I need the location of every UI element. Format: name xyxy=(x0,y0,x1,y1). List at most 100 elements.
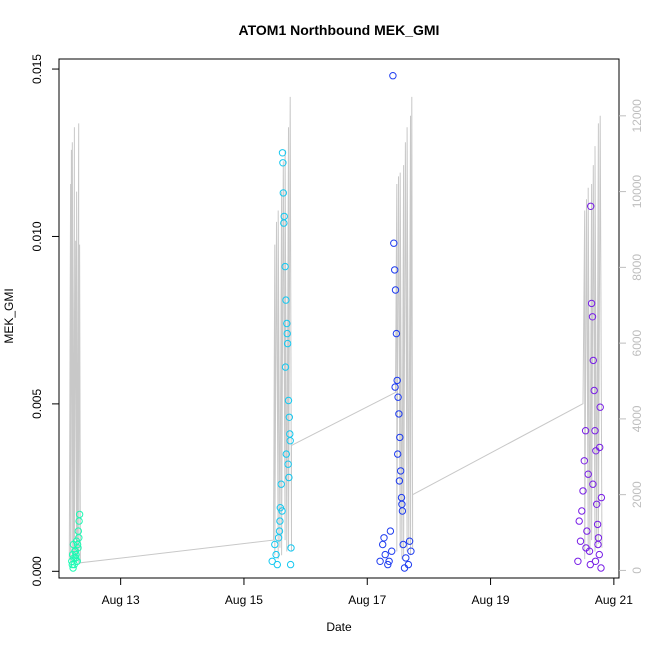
data-point xyxy=(398,500,406,508)
y2-tick-label: 10000 xyxy=(630,175,644,209)
data-point xyxy=(72,550,80,559)
data-point xyxy=(71,547,80,555)
data-point xyxy=(591,557,600,565)
data-point xyxy=(587,299,596,308)
data-point xyxy=(581,427,590,435)
data-point xyxy=(574,557,582,565)
data-point xyxy=(390,239,398,247)
data-point xyxy=(394,450,402,458)
data-point xyxy=(594,540,602,549)
data-point xyxy=(275,527,284,535)
data-point xyxy=(590,386,598,395)
data-point xyxy=(575,517,583,525)
data-point xyxy=(407,547,415,555)
data-point xyxy=(400,564,409,572)
data-point xyxy=(75,510,84,519)
x-tick-label: Aug 19 xyxy=(472,593,510,607)
data-point xyxy=(395,477,404,485)
y2-tick-label: 2000 xyxy=(630,481,644,508)
data-point xyxy=(280,219,288,227)
data-point xyxy=(596,403,604,411)
data-point xyxy=(376,557,384,565)
data-point xyxy=(284,460,292,468)
data-point xyxy=(279,189,287,197)
data-point xyxy=(273,560,281,569)
data-point xyxy=(272,550,280,559)
data-point xyxy=(283,319,291,328)
data-point xyxy=(271,540,279,549)
y-axis-label: MEK_GMI xyxy=(2,288,16,343)
data-point xyxy=(394,393,402,401)
y2-tick-label: 4000 xyxy=(630,405,644,432)
data-point xyxy=(283,329,291,338)
series-0 xyxy=(68,510,84,572)
plot-frame xyxy=(58,58,620,579)
secondary-series-line xyxy=(68,96,603,564)
data-point xyxy=(391,286,400,294)
data-point xyxy=(580,457,588,465)
data-point xyxy=(593,520,602,529)
data-point xyxy=(589,356,597,365)
y-tick-label: 0.000 xyxy=(30,556,44,586)
data-point xyxy=(597,493,606,502)
x-tick-label: Aug 17 xyxy=(348,593,386,607)
data-point xyxy=(385,557,393,565)
data-point xyxy=(268,557,276,565)
data-point xyxy=(73,540,82,549)
data-point xyxy=(388,547,396,555)
data-point xyxy=(74,527,83,535)
data-point xyxy=(279,159,287,167)
data-point xyxy=(576,537,585,545)
data-point xyxy=(396,433,404,442)
data-point xyxy=(393,376,401,385)
chart-title: ATOM1 Northbound MEK_GMI xyxy=(239,22,440,38)
data-point xyxy=(584,470,592,478)
y-axis-left: 0.000 0.005 0.010 0.015 xyxy=(30,54,59,586)
data-point xyxy=(381,550,389,559)
data-point xyxy=(402,554,410,562)
data-point xyxy=(578,507,586,515)
data-point xyxy=(397,467,405,475)
data-point xyxy=(588,313,597,321)
data-point xyxy=(405,537,414,545)
data-point xyxy=(386,527,395,535)
x-axis-label: Date xyxy=(326,620,352,634)
x-axis: Aug 13 Aug 15 Aug 17 Aug 19 Aug 21 xyxy=(102,578,633,607)
data-point xyxy=(392,329,401,338)
points-layer xyxy=(68,72,606,572)
data-point xyxy=(587,202,595,211)
y-tick-label: 0.015 xyxy=(30,54,44,84)
data-point xyxy=(586,560,594,569)
data-point xyxy=(597,564,605,572)
series-2 xyxy=(376,72,415,572)
data-point xyxy=(284,396,293,405)
y-tick-label: 0.010 xyxy=(30,221,44,251)
data-point xyxy=(285,473,293,482)
secondary-series-layer xyxy=(68,96,603,564)
data-point xyxy=(595,550,603,559)
data-point xyxy=(69,564,77,572)
y2-tick-label: 12000 xyxy=(630,99,644,133)
series-1 xyxy=(268,149,295,569)
data-point xyxy=(380,534,388,542)
data-point xyxy=(583,527,591,535)
data-point xyxy=(277,480,285,488)
data-point xyxy=(591,427,599,435)
data-point xyxy=(281,363,290,371)
data-point xyxy=(593,500,601,508)
y2-tick-label: 8000 xyxy=(630,254,644,281)
data-point xyxy=(395,410,403,418)
x-tick-label: Aug 13 xyxy=(102,593,140,607)
y-axis-right: 0 2000 4000 6000 8000 10000 12000 xyxy=(619,99,644,574)
data-point xyxy=(579,487,587,495)
data-point xyxy=(391,383,399,391)
data-point xyxy=(276,517,284,525)
data-point xyxy=(287,544,295,552)
y2-tick-label: 6000 xyxy=(630,329,644,356)
data-point xyxy=(379,540,387,549)
data-point xyxy=(283,339,292,348)
data-point xyxy=(596,443,604,452)
x-tick-label: Aug 15 xyxy=(225,593,263,607)
